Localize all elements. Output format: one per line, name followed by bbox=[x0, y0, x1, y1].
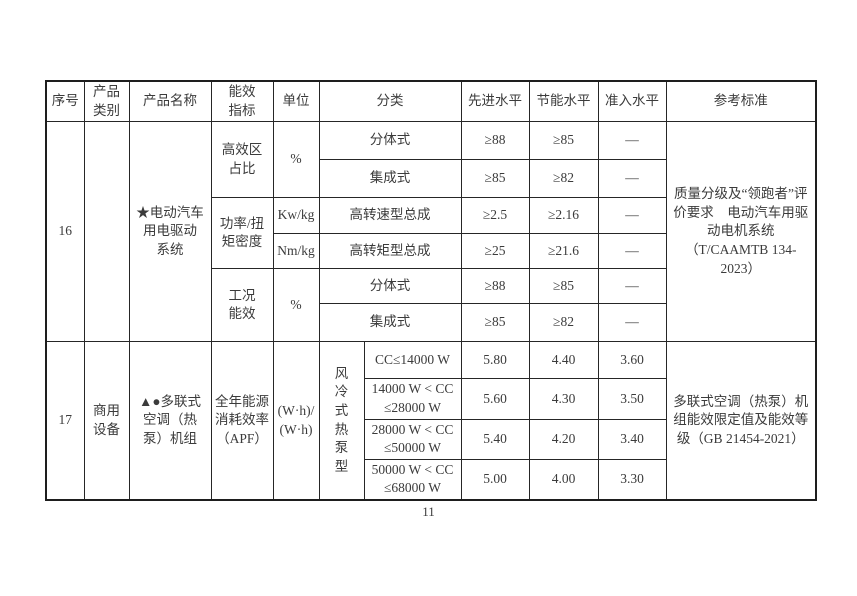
cell-entry: 3.30 bbox=[597, 458, 667, 501]
cell-entry: — bbox=[597, 197, 667, 235]
cell-product-name-16: ★电动汽车 用电驱动 系统 bbox=[128, 121, 212, 343]
cell-capacity-range: 28000 W < CC ≤50000 W bbox=[363, 418, 462, 460]
cell-saving: 4.30 bbox=[528, 378, 599, 420]
cell-category-16 bbox=[83, 121, 130, 343]
cell-saving: ≥82 bbox=[528, 159, 599, 199]
cell-saving: ≥82 bbox=[528, 303, 599, 343]
cell-advanced: 5.60 bbox=[460, 378, 530, 420]
table-row: 工况 能效 % 分体式 ≥88 ≥85 — bbox=[46, 268, 816, 343]
cell-serial-16: 16 bbox=[45, 121, 85, 343]
cell-unit-percent: % bbox=[272, 121, 320, 199]
cell-entry: — bbox=[597, 303, 667, 343]
cell-saving: 4.00 bbox=[528, 458, 599, 501]
cell-entry: — bbox=[597, 268, 667, 305]
cell-advanced: 5.40 bbox=[460, 418, 530, 460]
header-serial: 序号 bbox=[45, 80, 85, 123]
cell-saving: ≥21.6 bbox=[528, 233, 599, 270]
cell-indicator-efficiency-zone: 高效区 占比 bbox=[210, 121, 274, 199]
cell-class: 分体式 bbox=[318, 121, 462, 161]
header-saving-level: 节能水平 bbox=[528, 80, 599, 123]
table-row: 17 商用 设备 ▲●多联式 空调（热 泵）机组 全年能源 消耗效率 （APF）… bbox=[45, 341, 817, 501]
cell-class: 高转矩型总成 bbox=[318, 233, 462, 270]
cell-reference-17: 多联式空调（热泵）机组能效限定值及能效等级（GB 21454-2021） bbox=[665, 341, 817, 501]
cell-advanced: ≥85 bbox=[460, 159, 530, 199]
cell-capacity-range: 14000 W < CC ≤28000 W bbox=[363, 378, 462, 420]
cell-saving: 4.20 bbox=[528, 418, 599, 460]
cell-unit-kw-kg: Kw/kg bbox=[272, 197, 320, 235]
header-indicator: 能效 指标 bbox=[210, 80, 274, 123]
cell-unit-wh: (W·h)/ (W·h) bbox=[272, 341, 320, 501]
header-category: 产品 类别 bbox=[83, 80, 130, 123]
table-row: 16 ★电动汽车 用电驱动 系统 高效区 占比 % 分体式 ≥88 ≥85 — … bbox=[45, 121, 817, 343]
cell-entry: 3.40 bbox=[597, 418, 667, 460]
cell-class: 高转速型总成 bbox=[318, 197, 462, 235]
cell-entry: — bbox=[597, 233, 667, 270]
cell-saving: 4.40 bbox=[528, 341, 599, 380]
cell-advanced: ≥88 bbox=[460, 121, 530, 161]
header-advanced-level: 先进水平 bbox=[460, 80, 530, 123]
cell-unit-nm-kg: Nm/kg bbox=[272, 233, 320, 270]
cell-category-17: 商用 设备 bbox=[83, 341, 130, 501]
header-unit: 单位 bbox=[272, 80, 320, 123]
header-entry-level: 准入水平 bbox=[597, 80, 667, 123]
cell-capacity-range: CC≤14000 W bbox=[363, 341, 462, 380]
cell-product-name-17: ▲●多联式 空调（热 泵）机组 bbox=[128, 341, 212, 501]
cell-advanced: 5.80 bbox=[460, 341, 530, 380]
efficiency-standards-table: 序号 产品 类别 产品名称 能效 指标 单位 分类 先进水平 节能水平 准入水平… bbox=[45, 80, 817, 501]
cell-advanced: ≥85 bbox=[460, 303, 530, 343]
cell-class: 集成式 bbox=[318, 159, 462, 199]
page-number: 11 bbox=[422, 504, 435, 519]
cell-indicator-power-torque-density: 功率/扭 矩密度 bbox=[210, 197, 274, 270]
cell-advanced: ≥2.5 bbox=[460, 197, 530, 235]
cell-entry: — bbox=[597, 121, 667, 161]
cell-class: 分体式 bbox=[318, 268, 462, 305]
header-class: 分类 bbox=[318, 80, 462, 123]
table-header-row: 序号 产品 类别 产品名称 能效 指标 单位 分类 先进水平 节能水平 准入水平… bbox=[45, 80, 817, 123]
table-row: 28000 W < CC ≤50000 W 5.40 4.20 3.40 bbox=[46, 418, 816, 460]
cell-saving: ≥85 bbox=[528, 121, 599, 161]
header-product-name: 产品名称 bbox=[128, 80, 212, 123]
table-row: 集成式 ≥85 ≥82 — bbox=[46, 159, 816, 199]
header-reference-standard: 参考标准 bbox=[665, 80, 817, 123]
cell-entry: 3.60 bbox=[597, 341, 667, 380]
cell-advanced: ≥88 bbox=[460, 268, 530, 305]
cell-serial-17: 17 bbox=[45, 341, 85, 501]
cell-advanced: 5.00 bbox=[460, 458, 530, 501]
cell-saving: ≥85 bbox=[528, 268, 599, 305]
cell-indicator-apf: 全年能源 消耗效率 （APF） bbox=[210, 341, 274, 501]
cell-class: 集成式 bbox=[318, 303, 462, 343]
cell-entry: 3.50 bbox=[597, 378, 667, 420]
cell-unit-percent: % bbox=[272, 268, 320, 343]
cell-saving: ≥2.16 bbox=[528, 197, 599, 235]
cell-advanced: ≥25 bbox=[460, 233, 530, 270]
cell-reference-16: 质量分级及“领跑者”评价要求 电动汽车用驱动电机系统（T/CAAMTB 134-… bbox=[665, 121, 817, 343]
cell-entry: — bbox=[597, 159, 667, 199]
cell-capacity-range: 50000 W < CC ≤68000 W bbox=[363, 458, 462, 501]
table-row: 50000 W < CC ≤68000 W 5.00 4.00 3.30 bbox=[46, 458, 816, 501]
cell-class-air-cooled-heat-pump: 风 冷 式 热 泵 型 bbox=[318, 341, 365, 501]
cell-indicator-operating-efficiency: 工况 能效 bbox=[210, 268, 274, 343]
